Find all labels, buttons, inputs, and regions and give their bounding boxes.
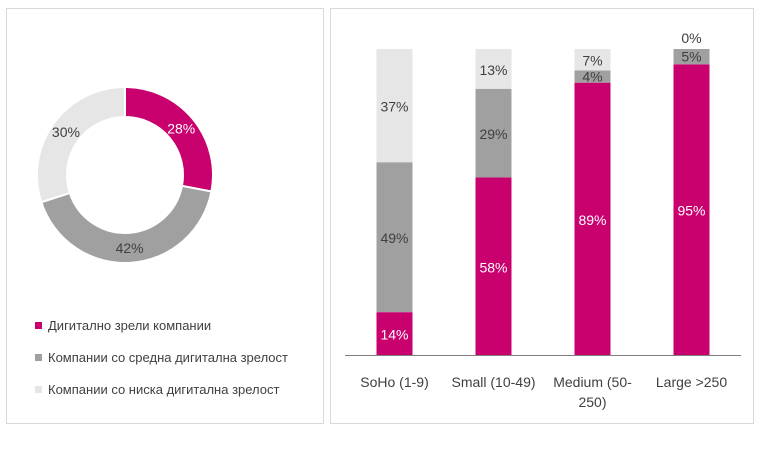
bar-segment-medium-3 (673, 49, 710, 65)
bar-segment-mature-1 (475, 177, 512, 355)
category-tick-label-3-0: Large >250 (656, 374, 727, 390)
bar-label-mature-1: 58% (479, 259, 507, 275)
donut-slice-medium (40, 184, 213, 264)
bar-segment-mature-2 (574, 82, 611, 355)
legend-swatch-mature (35, 321, 42, 329)
bar-label-medium-1: 29% (479, 126, 507, 142)
bar-segment-medium-0 (376, 162, 413, 313)
bar-label-medium-2: 4% (582, 69, 602, 85)
donut-label-medium: 42% (116, 240, 144, 256)
stacked-bar-chart: 14% 49% 37% SoHo (1-9) 58% 29% 13% Small (10-49… (345, 30, 741, 410)
legend-label-medium: Компании со средна дигитална зрелост (48, 349, 288, 365)
legend-swatch-medium (35, 353, 42, 361)
bar-segment-medium-1 (475, 88, 512, 178)
legend-item-mature: Дигитално зрели компании (35, 309, 288, 341)
bar-label-medium-3: 5% (681, 49, 701, 65)
bar-label-low-1: 13% (479, 62, 507, 78)
bar-label-mature-0: 14% (380, 327, 408, 343)
bar-label-mature-3: 95% (677, 203, 705, 219)
donut-chart-panel: 28% 42% 30% Дигитално зрели компании Компа… (6, 8, 324, 424)
category-tick-label-2-0: Medium (50- (553, 374, 632, 390)
bar-label-medium-0: 49% (380, 230, 408, 246)
legend-item-low: Компании со ниска дигитална зрелост (35, 373, 288, 405)
bar-segment-mature-0 (376, 312, 413, 355)
bar-label-low-0: 37% (380, 99, 408, 115)
bar-segment-medium-2 (574, 70, 611, 83)
category-tick-label-1-0: Small (10-49) (451, 374, 535, 390)
donut-label-low: 30% (52, 124, 80, 140)
bar-segment-mature-3 (673, 64, 710, 356)
bar-label-mature-2: 89% (578, 212, 606, 228)
legend-label-mature: Дигитално зрели компании (48, 317, 212, 333)
stacked-bar-chart-panel: 14% 49% 37% SoHo (1-9) 58% 29% 13% Small (10-49… (330, 8, 754, 424)
bar-segment-low-2 (574, 49, 611, 71)
legend-item-medium: Компании со средна дигитална зрелост (35, 341, 288, 373)
donut-slice-mature (124, 85, 214, 193)
bar-segment-low-1 (475, 49, 512, 89)
bar-label-low-2: 7% (582, 53, 602, 69)
legend-swatch-low (35, 385, 42, 393)
legend-label-low: Компании со ниска дигитална зрелост (48, 381, 280, 397)
bottom-strip (0, 426, 761, 462)
donut-legend: Дигитално зрели компании Компании со сре… (35, 309, 288, 405)
category-tick-label-0-0: SoHo (1-9) (360, 374, 428, 390)
donut-chart: 28% 42% 30% (36, 85, 214, 264)
bar-segment-low-0 (376, 49, 413, 163)
bar-label-low-3: 0% (681, 30, 701, 46)
category-tick-label-2-1: 250) (578, 394, 606, 410)
donut-slice-low (36, 85, 126, 204)
donut-label-mature: 28% (167, 120, 195, 136)
